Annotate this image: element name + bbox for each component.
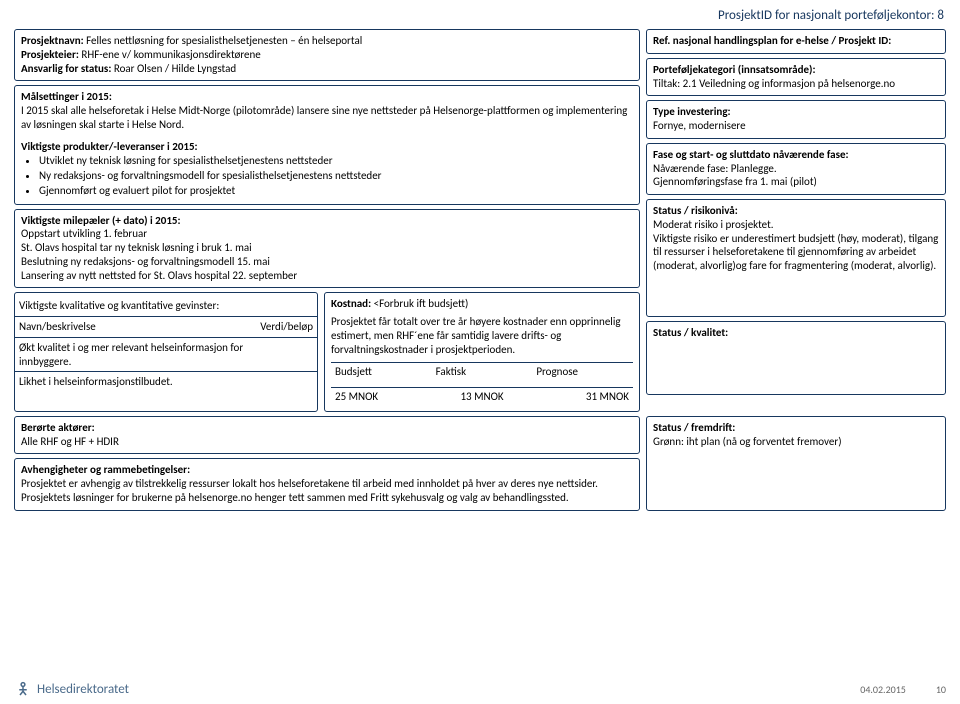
phase-l2: Gjennomføringsfase fra 1. mai (pilot) <box>653 175 939 189</box>
logo-text: Helsedirektoratet <box>37 682 129 697</box>
milestones-box: Viktigste milepæler (+ dato) i 2015: Opp… <box>14 209 640 289</box>
logo: Helsedirektoratet <box>14 680 129 698</box>
progress-label: Status / fremdrift: <box>653 421 939 435</box>
product-item: Utviklet ny teknisk løsning for spesiali… <box>39 154 633 168</box>
name-value: Felles nettløsning for spesialisthelsetj… <box>86 34 362 47</box>
quality-box: Status / kvalitet: <box>646 321 946 395</box>
footer-date: 04.02.2015 <box>860 683 906 696</box>
milestones-title: Viktigste milepæler (+ dato) i 2015: <box>21 214 633 228</box>
footer-page: 10 <box>936 683 946 696</box>
quality-label: Status / kvalitet: <box>653 326 939 340</box>
invest-label: Type investering: <box>653 105 939 119</box>
phase-box: Fase og start- og sluttdato nåværende fa… <box>646 143 946 195</box>
goals-text: I 2015 skal alle helseforetak i Helse Mi… <box>21 104 633 132</box>
cost-h-actual: Faktisk <box>432 362 533 381</box>
deps-box: Avhengigheter og rammebetingelser: Prosj… <box>14 458 640 510</box>
cost-box: Kostnad: <Forbruk ift budsjett) Prosjekt… <box>324 292 640 412</box>
category-text: Tiltak: 2.1 Veiledning og informasjon på… <box>653 77 939 91</box>
cost-h-forecast: Prognose <box>532 362 633 381</box>
gains-row: Likhet i helseinformasjonstilbudet. <box>15 372 256 392</box>
goals-products-box: Målsettinger i 2015: I 2015 skal alle he… <box>14 85 640 204</box>
meta-box: Prosjektnavn: Felles nettløsning for spe… <box>14 29 640 81</box>
gains-box: Viktigste kvalitative og kvantitative ge… <box>14 292 318 412</box>
phase-l1: Nåværende fase: Planlegge. <box>653 162 939 176</box>
owner-label: Prosjekteier: <box>21 48 79 61</box>
milestone-line: St. Olavs hospital tar ny teknisk løsnin… <box>21 241 633 255</box>
owner-value: RHF-ene v/ kommunikasjonsdirektørene <box>81 48 260 61</box>
goals-title: Målsettinger i 2015: <box>21 90 633 104</box>
cost-label: Kostnad: <box>331 297 371 310</box>
deps-label: Avhengigheter og rammebetingelser: <box>21 463 633 477</box>
risk-label: Status / risikonivå: <box>653 204 939 218</box>
cost-title-rest: <Forbruk ift budsjett) <box>374 297 469 310</box>
product-item: Ny redaksjons- og forvaltningsmodell for… <box>39 169 633 183</box>
category-box: Porteføljekategori (innsatsområde): Tilt… <box>646 58 946 97</box>
invest-text: Fornye, modernisere <box>653 119 939 133</box>
cost-v-actual: 13 MNOK <box>432 387 533 406</box>
deps-l2: Prosjektets løsninger for brukerne på he… <box>21 491 633 505</box>
gains-col-name: Navn/beskrivelse <box>15 317 256 338</box>
gains-col-value: Verdi/beløp <box>256 317 317 338</box>
progress-text: Grønn: iht plan (nå og forventet fremove… <box>653 435 939 449</box>
cost-v-forecast: 31 MNOK <box>532 387 633 406</box>
logo-icon <box>14 680 32 698</box>
products-title: Viktigste produkter/-leveranser i 2015: <box>21 140 633 154</box>
actors-label: Berørte aktører: <box>21 421 633 435</box>
gains-title: Viktigste kvalitative og kvantitative ge… <box>15 296 317 316</box>
cost-text: Prosjektet får totalt over tre år høyere… <box>331 315 633 356</box>
milestone-line: Lansering av nytt nettsted for St. Olavs… <box>21 269 633 283</box>
product-item: Gjennomført og evaluert pilot for prosje… <box>39 184 633 198</box>
gains-row: Økt kvalitet i og mer relevant helseinfo… <box>15 337 256 372</box>
actors-text: Alle RHF og HF + HDIR <box>21 435 633 449</box>
deps-l1: Prosjektet er avhengig av tilstrekkelig … <box>21 477 633 491</box>
name-label: Prosjektnavn: <box>21 34 84 47</box>
category-label: Porteføljekategori (innsatsområde): <box>653 63 939 77</box>
risk-l1: Moderat risiko i prosjektet. <box>653 218 939 232</box>
phase-label: Fase og start- og sluttdato nåværende fa… <box>653 148 939 162</box>
resp-value: Roar Olsen / Hilde Lyngstad <box>114 62 236 75</box>
ref-box: Ref. nasjonal handlingsplan for e-helse … <box>646 29 946 54</box>
invest-box: Type investering: Fornye, modernisere <box>646 100 946 139</box>
resp-label: Ansvarlig for status: <box>21 62 111 75</box>
risk-l2: Viktigste risiko er underestimert budsje… <box>653 232 939 273</box>
milestone-line: Oppstart utvikling 1. februar <box>21 227 633 241</box>
risk-box: Status / risikonivå: Moderat risiko i pr… <box>646 199 946 317</box>
actors-box: Berørte aktører: Alle RHF og HF + HDIR <box>14 416 640 455</box>
project-id-header: ProsjektID for nasjonalt porteføljekonto… <box>14 8 946 23</box>
progress-box: Status / fremdrift: Grønn: iht plan (nå … <box>646 416 946 511</box>
cost-v-budget: 25 MNOK <box>331 387 432 406</box>
cost-h-budget: Budsjett <box>331 362 432 381</box>
ref-label: Ref. nasjonal handlingsplan for e-helse … <box>653 34 891 47</box>
milestone-line: Beslutning ny redaksjons- og forvaltning… <box>21 255 633 269</box>
